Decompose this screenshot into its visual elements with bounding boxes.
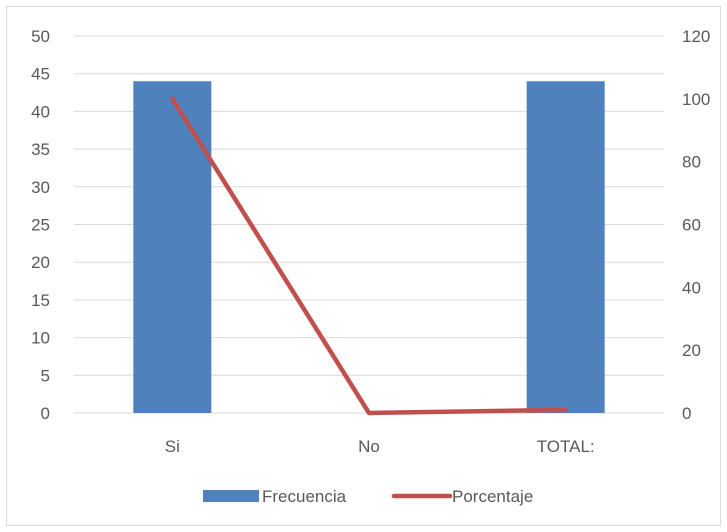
left-tick-label: 0 bbox=[41, 404, 50, 423]
left-tick-label: 50 bbox=[31, 27, 50, 46]
x-tick-label: TOTAL: bbox=[537, 437, 595, 456]
right-axis-tick-labels: 0 20 40 60 80 100 120 bbox=[682, 27, 710, 423]
legend-label-porcentaje: Porcentaje bbox=[452, 487, 533, 506]
legend-label-frecuencia: Frecuencia bbox=[262, 487, 347, 506]
right-tick-label: 0 bbox=[682, 404, 691, 423]
right-tick-label: 20 bbox=[682, 341, 701, 360]
right-tick-label: 60 bbox=[682, 216, 701, 235]
left-tick-label: 30 bbox=[31, 178, 50, 197]
left-axis-tick-labels: 0 5 10 15 20 25 30 35 40 45 50 bbox=[31, 27, 50, 423]
x-axis-tick-labels: Si No TOTAL: bbox=[165, 437, 595, 456]
legend-swatch-frecuencia bbox=[203, 490, 259, 502]
left-tick-label: 5 bbox=[41, 366, 50, 385]
left-tick-label: 25 bbox=[31, 216, 50, 235]
right-tick-label: 100 bbox=[682, 90, 710, 109]
x-tick-label: Si bbox=[165, 437, 180, 456]
legend: Frecuencia Porcentaje bbox=[203, 487, 533, 506]
right-tick-label: 80 bbox=[682, 153, 701, 172]
bar bbox=[133, 81, 212, 414]
right-tick-label: 40 bbox=[682, 278, 701, 297]
bar bbox=[526, 81, 605, 414]
bar-series-frecuencia bbox=[133, 81, 605, 414]
x-tick-label: No bbox=[358, 437, 380, 456]
series-line bbox=[170, 96, 568, 416]
left-tick-label: 35 bbox=[31, 140, 50, 159]
left-tick-label: 40 bbox=[31, 102, 50, 121]
left-tick-label: 15 bbox=[31, 291, 50, 310]
line-series-porcentaje bbox=[170, 96, 568, 416]
right-tick-label: 120 bbox=[682, 27, 710, 46]
left-tick-label: 10 bbox=[31, 329, 50, 348]
left-tick-label: 20 bbox=[31, 253, 50, 272]
left-tick-label: 45 bbox=[31, 65, 50, 84]
